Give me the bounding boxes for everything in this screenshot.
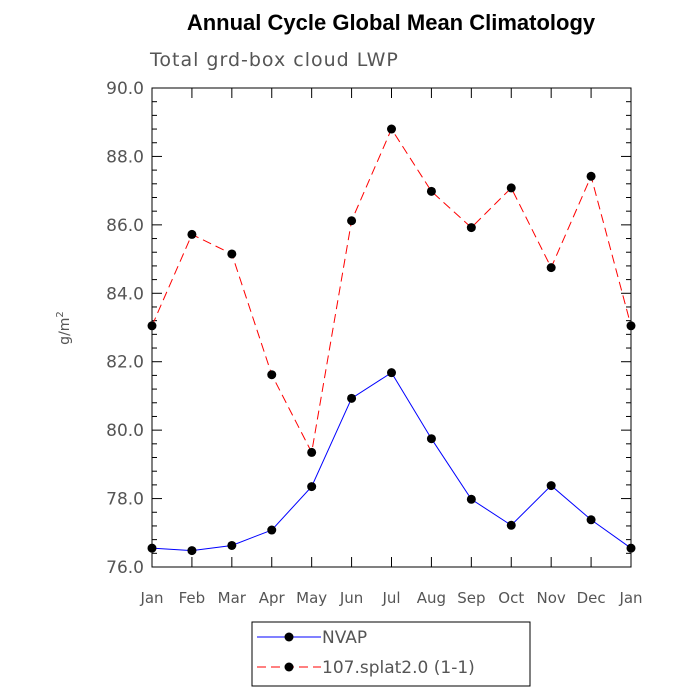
x-tick-label: Aug [417, 589, 446, 607]
x-tick-label: Nov [537, 589, 566, 607]
x-tick-label: Jan [618, 589, 642, 607]
data-point [506, 183, 516, 193]
x-tick-label: Oct [498, 589, 524, 607]
series-splat [147, 124, 636, 457]
x-tick-label: Apr [259, 589, 286, 607]
data-point [387, 368, 396, 378]
series-line [151, 371, 632, 552]
data-point [626, 321, 636, 331]
x-tick-label: Feb [179, 589, 206, 607]
series-line [151, 128, 632, 454]
data-point [586, 515, 596, 525]
data-point [227, 540, 237, 550]
plot-frame [151, 87, 632, 568]
data-point [426, 186, 436, 196]
y-tick-label: 84.0 [106, 284, 144, 304]
legend-marker-splat [284, 662, 294, 672]
data-point [546, 263, 556, 273]
data-point [227, 249, 237, 259]
x-tick-label: Jun [339, 589, 363, 607]
chart-title: Annual Cycle Global Mean Climatology [187, 10, 596, 35]
legend-marker-nvap [284, 632, 294, 642]
x-tick-label: May [296, 589, 327, 607]
x-tick-label: Mar [218, 589, 247, 607]
x-tick-label: Sep [457, 589, 485, 607]
x-tick-label: Jan [139, 589, 163, 607]
data-point [466, 494, 476, 504]
data-point [147, 321, 157, 331]
series-layer [147, 124, 636, 556]
data-point [187, 229, 197, 239]
data-point [626, 543, 636, 553]
data-point [307, 482, 317, 492]
series-nvap [147, 368, 636, 556]
y-tick-label: 76.0 [106, 558, 144, 578]
data-point [387, 124, 396, 134]
data-point [347, 216, 357, 226]
x-axis: Jan Feb Mar Apr May Jun Jul Aug Sep Oct Nov Dec Jan [139, 88, 643, 607]
plot-area: 76.0 78.0 80.0 82.0 84.0 86.0 88.0 90.0 Jan Feb M… [106, 79, 642, 607]
data-point [267, 370, 277, 380]
y-tick-label: 88.0 [106, 147, 144, 167]
y-tick-label: 82.0 [106, 353, 144, 373]
y-axis-label: g/m2 [55, 311, 73, 345]
legend-item-nvap: NVAP [257, 628, 367, 648]
legend-label-splat: 107.splat2.0 (1-1) [322, 658, 475, 678]
x-tick-label: Jul [381, 589, 400, 607]
data-point [466, 223, 476, 233]
data-point [147, 543, 157, 553]
data-point [347, 393, 357, 403]
data-point [586, 171, 596, 181]
chart-subtitle: Total grd-box cloud LWP [149, 49, 399, 71]
legend: NVAP 107.splat2.0 (1-1) [251, 621, 531, 687]
data-point [506, 520, 516, 530]
y-tick-label: 80.0 [106, 421, 144, 441]
data-point [426, 434, 436, 444]
legend-label-nvap: NVAP [322, 628, 367, 648]
data-point [546, 481, 556, 491]
y-tick-label: 90.0 [106, 79, 144, 99]
legend-item-splat: 107.splat2.0 (1-1) [257, 658, 475, 678]
y-axis: 76.0 78.0 80.0 82.0 84.0 86.0 88.0 90.0 [106, 79, 631, 578]
legend-box [251, 621, 531, 687]
data-point [267, 525, 277, 535]
data-point [187, 546, 197, 556]
y-tick-label: 86.0 [106, 216, 144, 236]
y-tick-label: 78.0 [106, 490, 144, 510]
x-tick-label: Dec [577, 589, 606, 607]
data-point [307, 447, 317, 457]
